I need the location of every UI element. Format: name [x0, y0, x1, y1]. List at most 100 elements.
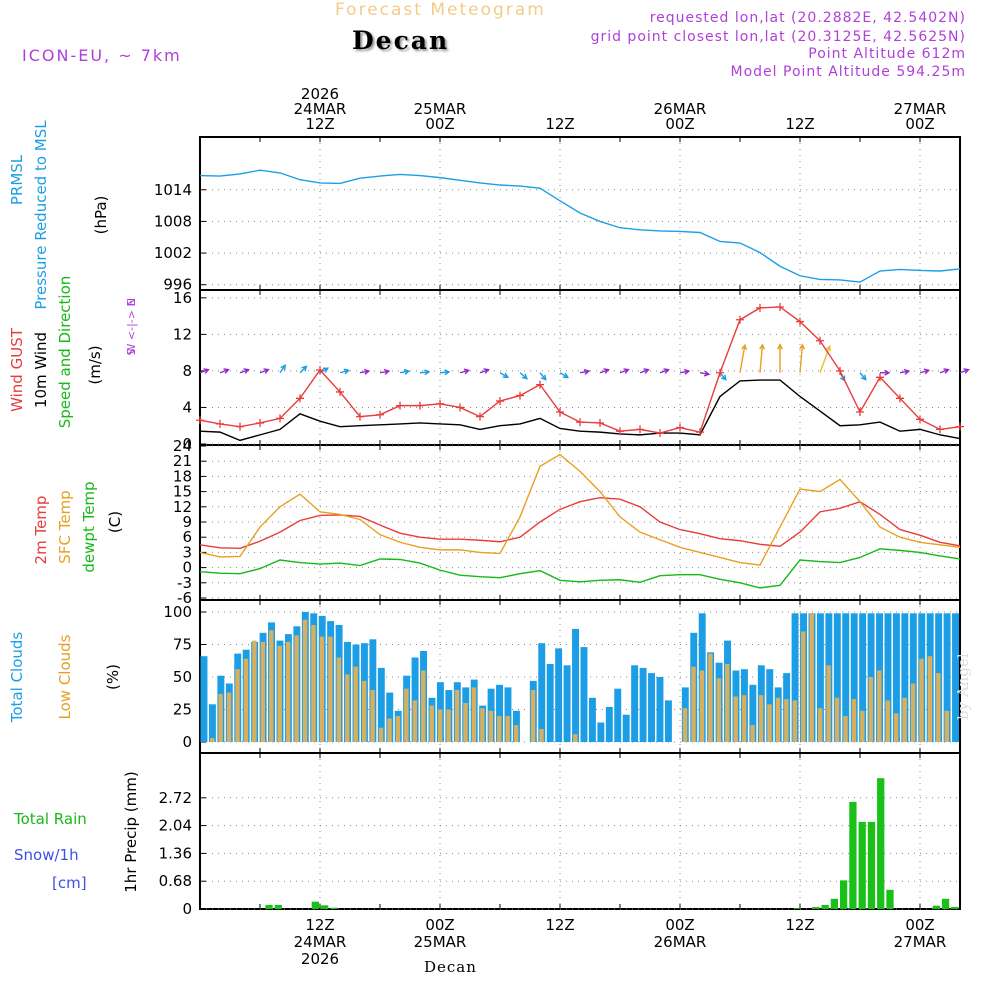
y-tick-label: 996 — [163, 276, 192, 294]
wind-arrow-head — [502, 372, 510, 378]
low-cloud-bar — [767, 704, 772, 742]
wind-gust-marker — [236, 422, 244, 431]
low-cloud-bar — [877, 670, 882, 742]
low-cloud-bar — [936, 673, 941, 742]
top-time-label: 25MAR — [414, 100, 467, 118]
total-cloud-bar — [622, 714, 630, 742]
bottom-time-label: 25MAR — [414, 933, 467, 951]
y-tick-label: 15 — [173, 483, 192, 501]
y-tick-label: 18 — [173, 467, 192, 485]
low-cloud-bar — [809, 613, 814, 742]
wind-direction-arrow — [679, 370, 689, 374]
low-cloud-bar — [513, 725, 519, 742]
wind-arrow-head — [903, 368, 911, 375]
low-cloud-bar — [404, 688, 409, 742]
total-cloud-bar — [656, 677, 664, 742]
wind-gust-marker — [856, 408, 864, 417]
y-tick-label: 1008 — [154, 212, 192, 230]
wind-arrow-head — [301, 365, 308, 372]
total-cloud-bar — [850, 613, 858, 742]
wind-arrow-head — [322, 367, 330, 373]
y-tick-label: 0 — [182, 559, 192, 577]
bottom-time-label: 12Z — [785, 916, 814, 934]
pressure-line — [199, 169, 961, 283]
low-cloud-bar — [269, 630, 274, 742]
total-cloud-bar — [664, 700, 672, 742]
wind-gust-marker — [596, 418, 604, 427]
low-cloud-bar — [345, 674, 350, 742]
wind-gust-marker — [356, 412, 364, 421]
wind-arrow-head — [243, 368, 250, 374]
bottom-time-label: 00Z — [905, 916, 934, 934]
wind-arrow-head — [383, 368, 391, 375]
rain-bar — [821, 904, 829, 909]
wind-direction-arrow — [279, 364, 286, 374]
rain-bar — [886, 889, 894, 909]
bottom-location-label: Decan — [424, 958, 477, 976]
wind-gust-marker — [716, 368, 724, 377]
bottom-time-label: 24MAR — [294, 933, 347, 951]
total-cloud-bar — [605, 706, 613, 742]
top-time-label: 00Z — [425, 115, 454, 133]
wind-arrow-head — [923, 368, 931, 375]
wind-arrow-head — [623, 368, 630, 374]
wind-direction-arrow — [919, 369, 929, 374]
wind-direction-arrow — [379, 370, 389, 374]
wind-gust-marker — [916, 415, 924, 424]
wind-direction-arrow — [639, 369, 649, 374]
low-cloud-bar — [218, 693, 223, 742]
low-cloud-bar — [480, 708, 485, 742]
wind-direction-arrow — [559, 372, 569, 378]
top-time-label: 12Z — [305, 115, 334, 133]
wind-compass-n: N — [125, 298, 138, 306]
point-altitude: Point Altitude 612m — [808, 46, 966, 62]
low-cloud-bar — [539, 729, 544, 742]
low-cloud-bar — [446, 709, 451, 742]
wind-arrow-head — [860, 374, 867, 381]
wind-direction-arrow — [459, 369, 469, 374]
precip-label-rain: Total Rain — [13, 810, 87, 828]
low-cloud-bar — [488, 710, 494, 742]
wind-gust-marker — [776, 302, 784, 311]
total-cloud-bar — [597, 722, 605, 742]
wind-gust-marker — [316, 366, 324, 374]
low-cloud-bar — [429, 705, 434, 742]
wind-gust-marker — [936, 425, 944, 434]
top-time-label: 12Z — [785, 115, 814, 133]
wind-direction-arrow — [299, 365, 307, 374]
low-cloud-bar — [741, 695, 747, 742]
y-tick-label: 0.68 — [159, 872, 192, 890]
low-cloud-bar — [919, 658, 924, 742]
wind-direction-arrow — [599, 369, 609, 374]
wind-gust-marker — [196, 416, 204, 425]
wind-arrow-head — [884, 369, 891, 376]
wind-direction-arrow — [939, 369, 949, 374]
low-cloud-bar — [944, 710, 950, 742]
total-cloud-bar — [504, 687, 512, 742]
wind-direction-arrow — [219, 369, 229, 374]
total-cloud-bar — [816, 613, 824, 742]
wind-gust-marker — [636, 425, 644, 434]
wind-arrow-head — [663, 368, 670, 374]
wind-gust-marker — [436, 399, 444, 408]
y-tick-label: 0 — [182, 900, 192, 918]
wind-arrow-head — [403, 368, 411, 375]
y-tick-label: 9 — [182, 513, 192, 531]
total-cloud-bar — [901, 613, 909, 742]
model-altitude: Model Point Altitude 594.25m — [730, 64, 966, 80]
rain-bar — [274, 904, 282, 909]
total-cloud-bar — [588, 697, 596, 742]
location-title: Decan — [352, 26, 450, 55]
wind-arrow-head — [943, 368, 950, 374]
low-cloud-bar — [497, 716, 502, 742]
model-name: ICON-EU, ~ 7km — [22, 46, 182, 65]
low-cloud-bar — [336, 657, 342, 742]
temperature-line-1 — [199, 453, 961, 566]
wind-direction-arrow — [579, 370, 589, 374]
rain-bar — [830, 898, 839, 909]
low-cloud-bar — [860, 710, 865, 742]
wind-gust-marker — [836, 366, 844, 375]
wind-gust-marker — [396, 401, 404, 410]
credit-watermark: by Angel — [954, 653, 972, 720]
